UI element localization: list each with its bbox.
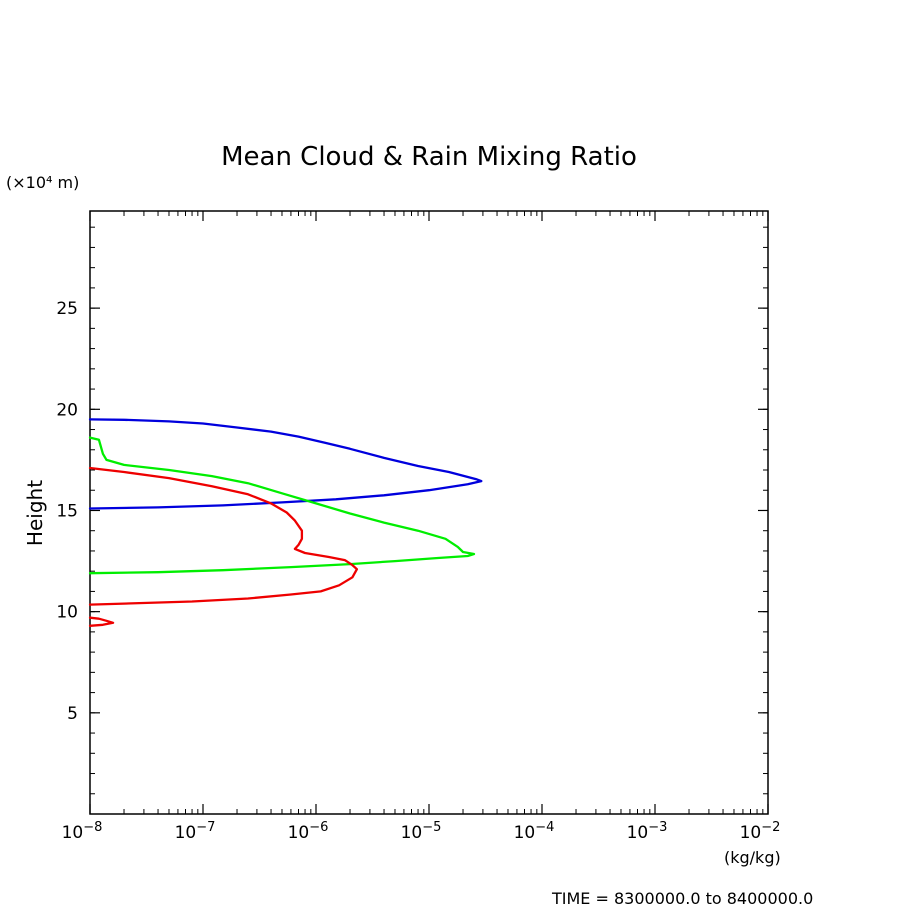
x-tick-label: 10−4 xyxy=(514,820,555,843)
minor-ticks xyxy=(90,211,768,814)
chart-title: Mean Cloud & Rain Mixing Ratio xyxy=(221,142,637,172)
y-tick-label: 25 xyxy=(56,299,78,319)
x-tick-label: 10−6 xyxy=(288,820,329,843)
y-axis-label: Height xyxy=(23,480,47,546)
series-line xyxy=(88,616,115,627)
series-line xyxy=(88,436,476,575)
x-axis-unit-label: (kg/kg) xyxy=(724,848,781,867)
series-layer xyxy=(88,418,483,627)
time-range-footer: TIME = 8300000.0 to 8400000.0 xyxy=(551,889,813,904)
x-tick-label: 10−5 xyxy=(401,820,442,843)
x-tick-labels: 10−8 10−7 10−6 10−5 10−4 10−3 10−2 xyxy=(62,820,781,843)
y-tick-labels: 5 10 15 20 25 xyxy=(56,299,78,724)
series-line xyxy=(88,466,359,606)
y-tick-label: 20 xyxy=(56,400,78,420)
plot-area xyxy=(89,210,769,815)
x-tick-label: 10−3 xyxy=(627,820,668,843)
y-axis-unit-label: (×10⁴ m) xyxy=(6,173,79,192)
major-ticks xyxy=(89,211,769,814)
y-tick-label: 15 xyxy=(56,501,78,521)
y-tick-label: 10 xyxy=(56,603,78,623)
x-tick-label: 10−7 xyxy=(175,820,216,843)
y-tick-label: 5 xyxy=(67,704,78,724)
x-tick-label: 10−2 xyxy=(740,820,781,843)
x-tick-label: 10−8 xyxy=(62,820,103,843)
